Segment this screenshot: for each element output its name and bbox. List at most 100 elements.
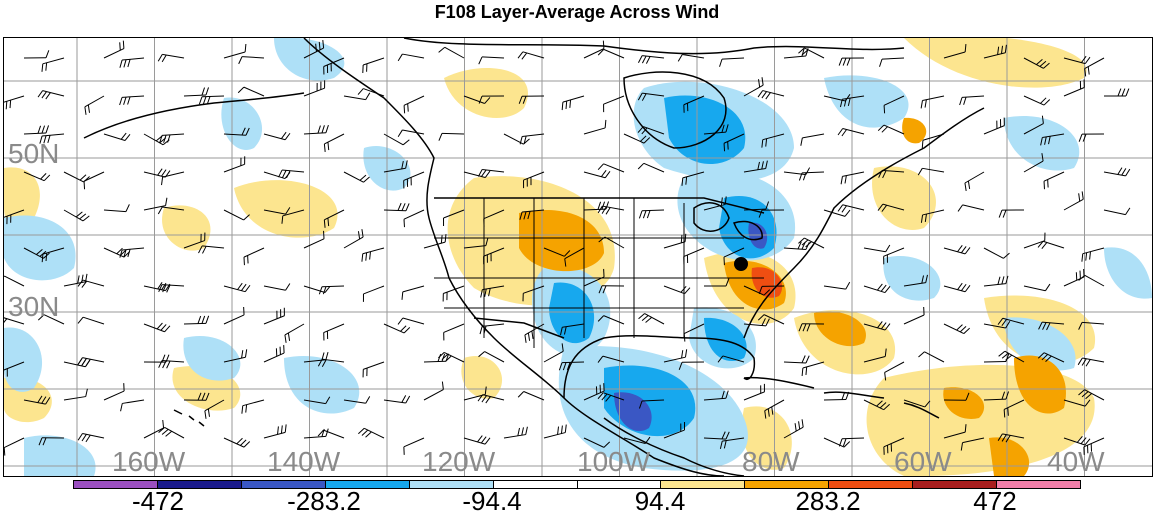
wind-barb [384,203,409,211]
lat-label-50n: 50N [8,138,59,170]
wind-barb [239,57,264,64]
negative-anomaly-region [883,256,940,301]
map-panel[interactable]: 50N 30N 160W 140W 120W 100W 80W 60W 40W [3,37,1153,477]
wind-barb [878,125,904,134]
color-legend [73,480,1081,489]
wind-barb [604,96,624,112]
wind-barb [479,57,504,64]
wind-barb [1064,191,1083,210]
wind-barb [264,424,286,438]
wind-barb [78,317,104,324]
wind-barb [304,80,325,96]
wind-barb [880,58,904,67]
wind-barb [64,389,87,400]
wind-barb [158,54,184,62]
wind-barb [78,280,104,287]
alaska-coast [84,93,304,138]
wind-barb [838,205,864,213]
wind-barb [1104,89,1129,96]
wind-barb [584,170,610,177]
wind-barb [424,354,449,362]
wind-barb [801,134,824,146]
wind-barb [984,118,1004,134]
wind-barb [824,282,850,289]
wind-barb [344,229,363,248]
wind-barb [104,41,124,58]
positive-anomaly-core [902,118,926,144]
wind-barb [363,362,384,377]
wind-barb [78,358,104,366]
positive-anomaly-region [444,68,528,118]
wind-barb [242,400,264,414]
lon-label-40w: 40W [1047,446,1105,477]
wind-barb [958,205,984,212]
wind-barb [144,323,170,332]
wind-barb [144,282,170,290]
negative-anomaly-region [4,328,42,392]
wind-barb [358,428,384,438]
map-title: F108 Layer-Average Across Wind [0,0,1154,24]
wind-barb [224,283,250,292]
wind-barb [24,50,49,58]
wind-barb [784,356,809,363]
wind-barb [84,172,104,189]
wind-barb [864,284,890,293]
wind-barb [324,134,344,152]
wind-barb [78,434,104,442]
negative-anomaly-region [284,356,359,414]
wind-barb [864,245,890,252]
wind-barb [238,87,264,96]
wind-barb [1044,172,1064,189]
lon-label-100w: 100W [577,446,650,477]
lon-label-120w: 120W [422,446,495,477]
wind-barb [965,172,984,191]
lat-label-30n: 30N [8,291,59,323]
wind-barb [160,134,184,143]
wind-barb [104,204,129,211]
positive-anomaly-region [872,166,936,230]
map-canvas[interactable] [4,38,1152,476]
wind-barb [184,87,209,96]
wind-barb [1024,284,1050,291]
wind-barb [944,245,970,254]
wind-barb [184,316,209,324]
wind-barb [144,198,167,210]
wind-barb [224,156,245,172]
wind-barb [598,206,624,214]
wind-barb [424,382,443,400]
wind-barb [384,395,410,403]
wind-barb [1038,241,1064,248]
wind-barb [384,324,410,333]
wind-barb [162,172,184,185]
wind-barb [598,164,624,172]
legend-label: 94.4 [635,486,686,517]
wind-barb [464,170,490,177]
wind-barb [802,362,824,376]
wind-barb [984,248,1009,258]
wind-barb [398,54,424,61]
negative-anomaly-region [24,435,96,476]
wind-barb [224,44,246,58]
wind-barb [504,427,527,438]
wind-barb [824,210,850,216]
wind-barb [984,354,1009,362]
negative-anomaly-region [1104,247,1152,298]
wind-barb [121,400,144,411]
wind-barb [104,383,124,400]
positive-anomaly-region [461,356,502,399]
wind-barb [279,170,304,178]
lon-label-160w: 160W [112,446,185,477]
legend-label: -94.4 [462,486,521,517]
wind-barb [404,96,424,113]
lon-label-140w: 140W [267,446,340,477]
wind-barb [678,54,704,61]
lon-label-60w: 60W [894,446,952,477]
wind-barb [1064,269,1084,286]
wind-barb [42,58,64,72]
wind-barb [1104,168,1130,176]
wind-barb [684,248,704,265]
wind-barb [159,427,184,438]
wind-barb [639,210,664,218]
wind-barb [319,286,344,294]
wind-barb [1079,275,1104,286]
